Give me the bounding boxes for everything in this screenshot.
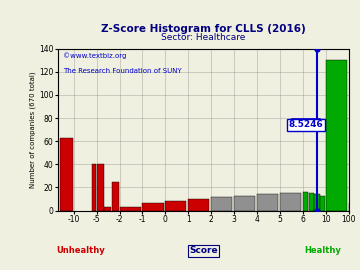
Text: ©www.textbiz.org: ©www.textbiz.org xyxy=(63,52,127,59)
Bar xyxy=(60,138,73,211)
Bar xyxy=(257,194,278,211)
Y-axis label: Number of companies (670 total): Number of companies (670 total) xyxy=(30,71,36,188)
Bar xyxy=(320,195,325,211)
Bar xyxy=(96,164,104,211)
Bar xyxy=(104,207,111,211)
Bar xyxy=(143,202,163,211)
Bar xyxy=(188,199,210,211)
Text: The Research Foundation of SUNY: The Research Foundation of SUNY xyxy=(63,68,182,74)
Text: Healthy: Healthy xyxy=(305,246,341,255)
Text: Sector: Healthcare: Sector: Healthcare xyxy=(161,33,246,42)
Bar xyxy=(112,182,119,211)
Bar xyxy=(280,193,301,211)
Bar xyxy=(92,164,96,211)
Text: Unhealthy: Unhealthy xyxy=(57,246,105,255)
Bar xyxy=(314,194,320,211)
Bar xyxy=(326,60,347,211)
Title: Z-Score Histogram for CLLS (2016): Z-Score Histogram for CLLS (2016) xyxy=(101,24,306,34)
Text: 8.5246: 8.5246 xyxy=(289,120,323,130)
Bar xyxy=(165,201,186,211)
Bar xyxy=(234,195,255,211)
Bar xyxy=(303,192,308,211)
Text: Score: Score xyxy=(189,246,218,255)
Bar xyxy=(211,197,232,211)
Bar xyxy=(120,207,141,211)
Bar xyxy=(309,193,314,211)
